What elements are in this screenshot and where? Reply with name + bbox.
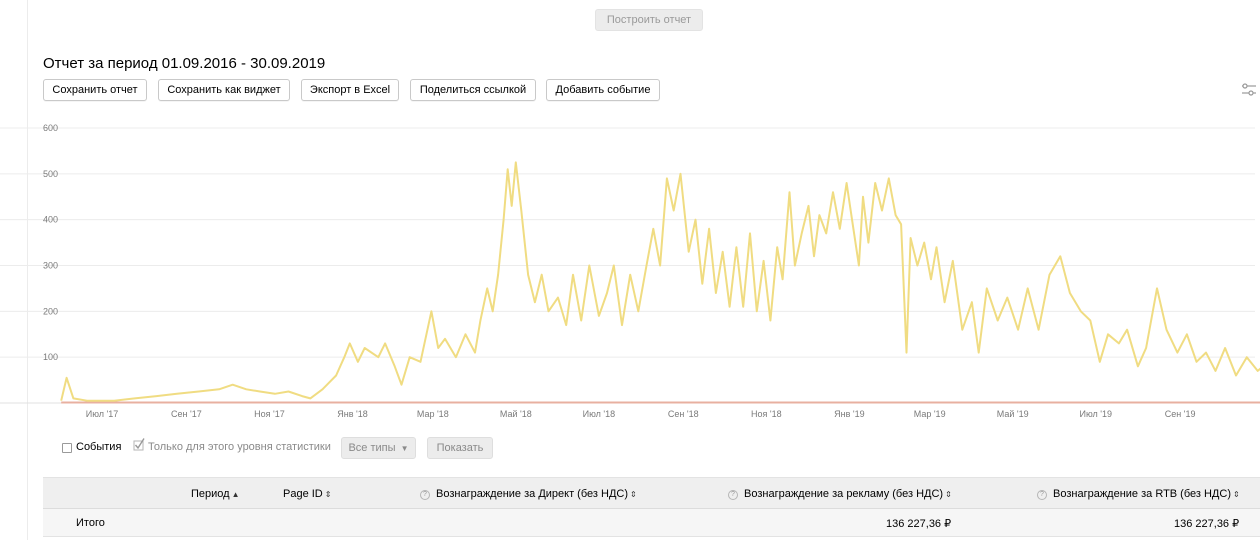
chart-filters: События Только для этого уровня статисти… xyxy=(60,437,560,459)
y-tick-label: 200 xyxy=(43,306,58,316)
sort-icon: ⇕ xyxy=(630,490,637,499)
build-report-button[interactable]: Построить отчет xyxy=(595,9,703,31)
column-header-ads-label: Вознаграждение за рекламу (без НДС) xyxy=(744,488,944,500)
table-total-row: Итого 136 227,36 ₽ 136 227,36 ₽ xyxy=(43,509,1260,537)
column-header-period-label: Период xyxy=(191,488,230,500)
help-icon[interactable]: ? xyxy=(420,490,430,500)
report-title: Отчет за период 01.09.2016 - 30.09.2019 xyxy=(43,55,326,72)
table-header-row: Период ▲ Page ID ⇕ ? Вознаграждение за Дире… xyxy=(43,477,1260,509)
settings-sliders-icon[interactable] xyxy=(1240,83,1256,97)
column-header-ads[interactable]: ? Вознаграждение за рекламу (без НДС) ⇕ xyxy=(728,488,952,500)
y-tick-label: 400 xyxy=(43,215,58,225)
x-tick-label: Мар '19 xyxy=(914,409,946,419)
x-tick-label: Май '18 xyxy=(500,409,532,419)
x-tick-label: Ноя '17 xyxy=(254,409,285,419)
help-icon[interactable]: ? xyxy=(1037,490,1047,500)
column-header-page-id-label: Page ID xyxy=(283,488,323,500)
sort-icon: ⇕ xyxy=(945,490,952,499)
x-tick-label: Сен '17 xyxy=(171,409,202,419)
y-tick-label: 600 xyxy=(43,123,58,133)
total-label: Итого xyxy=(76,517,105,529)
events-checkbox-label: События xyxy=(76,441,122,453)
x-tick-label: Сен '18 xyxy=(668,409,699,419)
share-link-button[interactable]: Поделиться ссылкой xyxy=(410,79,536,101)
x-tick-label: Янв '19 xyxy=(834,409,864,419)
x-tick-label: Июл '18 xyxy=(583,409,616,419)
column-header-page-id[interactable]: Page ID ⇕ xyxy=(283,488,331,500)
events-checkbox[interactable] xyxy=(62,443,72,453)
column-header-rtb[interactable]: ? Вознаграждение за RTB (без НДС) ⇕ xyxy=(1037,488,1240,500)
column-header-period[interactable]: Период ▲ xyxy=(191,488,240,500)
left-divider xyxy=(27,0,28,540)
types-select[interactable]: Все типы ▼ xyxy=(341,437,416,459)
series-line xyxy=(60,161,1260,402)
total-rtb-value: 136 227,36 ₽ xyxy=(1174,518,1240,530)
y-tick-label: 300 xyxy=(43,261,58,271)
x-tick-label: Май '19 xyxy=(997,409,1029,419)
sort-icon: ⇕ xyxy=(324,490,332,499)
save-report-button[interactable]: Сохранить отчет xyxy=(43,79,147,101)
line-chart: 600 500 400 300 200 100 Июл '17 Сен '17 Ноя '17… xyxy=(0,123,1260,419)
save-widget-button[interactable]: Сохранить как виджет xyxy=(158,79,290,101)
column-header-direct-label: Вознаграждение за Директ (без НДС) xyxy=(436,488,628,500)
x-tick-label: Июл '19 xyxy=(1079,409,1112,419)
sort-asc-icon: ▲ xyxy=(231,490,240,499)
y-tick-label: 500 xyxy=(43,169,58,179)
y-tick-label: 100 xyxy=(43,352,58,362)
this-level-checkbox-label: Только для этого уровня статистики xyxy=(148,441,331,453)
x-tick-label: Ноя '18 xyxy=(751,409,782,419)
x-tick-label: Янв '18 xyxy=(337,409,367,419)
total-ads-value: 136 227,36 ₽ xyxy=(886,518,952,530)
x-tick-label: Мар '18 xyxy=(417,409,449,419)
help-icon[interactable]: ? xyxy=(728,490,738,500)
add-event-button[interactable]: Добавить событие xyxy=(546,79,660,101)
x-tick-label: Июл '17 xyxy=(86,409,119,419)
check-icon[interactable] xyxy=(133,437,145,451)
sort-icon: ⇕ xyxy=(1233,490,1240,499)
export-excel-button[interactable]: Экспорт в Excel xyxy=(301,79,399,101)
column-header-direct[interactable]: ? Вознаграждение за Директ (без НДС) ⇕ xyxy=(420,488,637,500)
chevron-down-icon: ▼ xyxy=(400,444,409,453)
types-select-value: Все типы xyxy=(348,442,396,454)
x-tick-label: Сен '19 xyxy=(1165,409,1196,419)
show-button[interactable]: Показать xyxy=(427,437,493,459)
column-header-rtb-label: Вознаграждение за RTB (без НДС) xyxy=(1053,488,1231,500)
